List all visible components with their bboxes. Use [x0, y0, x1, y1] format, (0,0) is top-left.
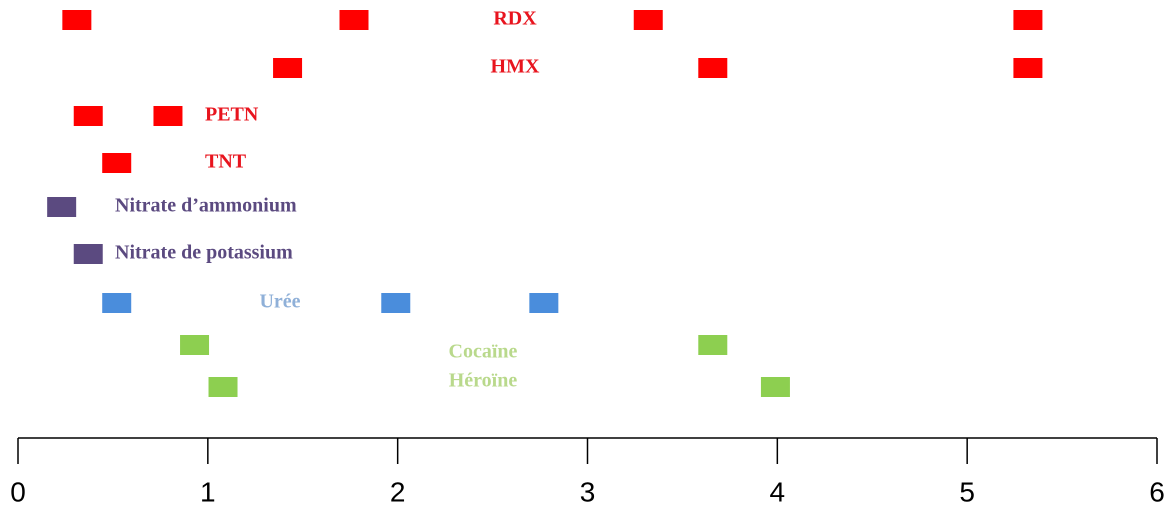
marker — [102, 293, 132, 313]
x-tick-label: 6 — [1149, 476, 1165, 507]
x-tick-label: 5 — [959, 476, 975, 507]
marker — [339, 10, 369, 30]
x-tick-label: 3 — [580, 476, 596, 507]
series-label: Nitrate d’ammonium — [115, 195, 297, 217]
marker — [529, 293, 559, 313]
series-label: RDX — [493, 8, 537, 30]
series-label: Nitrate de potassium — [115, 242, 293, 264]
marker — [760, 377, 790, 397]
series-label: Urée — [259, 291, 300, 313]
x-tick-label: 4 — [770, 476, 786, 507]
marker — [62, 10, 92, 30]
marker — [698, 335, 728, 355]
series-label: PETN — [205, 104, 259, 126]
series-label: Héroïne — [449, 370, 518, 392]
series-label: TNT — [205, 151, 247, 173]
marker — [698, 58, 728, 78]
x-tick-label: 2 — [390, 476, 406, 507]
marker — [1013, 58, 1043, 78]
marker — [633, 10, 663, 30]
marker — [180, 335, 210, 355]
marker — [73, 106, 103, 126]
x-tick-label: 0 — [10, 476, 26, 507]
marker — [1013, 10, 1043, 30]
marker — [273, 58, 303, 78]
marker — [381, 293, 411, 313]
marker — [102, 153, 132, 173]
series-label: Cocaïne — [449, 341, 518, 363]
marker — [208, 377, 238, 397]
marker — [47, 197, 77, 217]
marker — [73, 244, 103, 264]
marker — [153, 106, 183, 126]
x-tick-label: 1 — [200, 476, 216, 507]
series-label: HMX — [491, 56, 540, 78]
